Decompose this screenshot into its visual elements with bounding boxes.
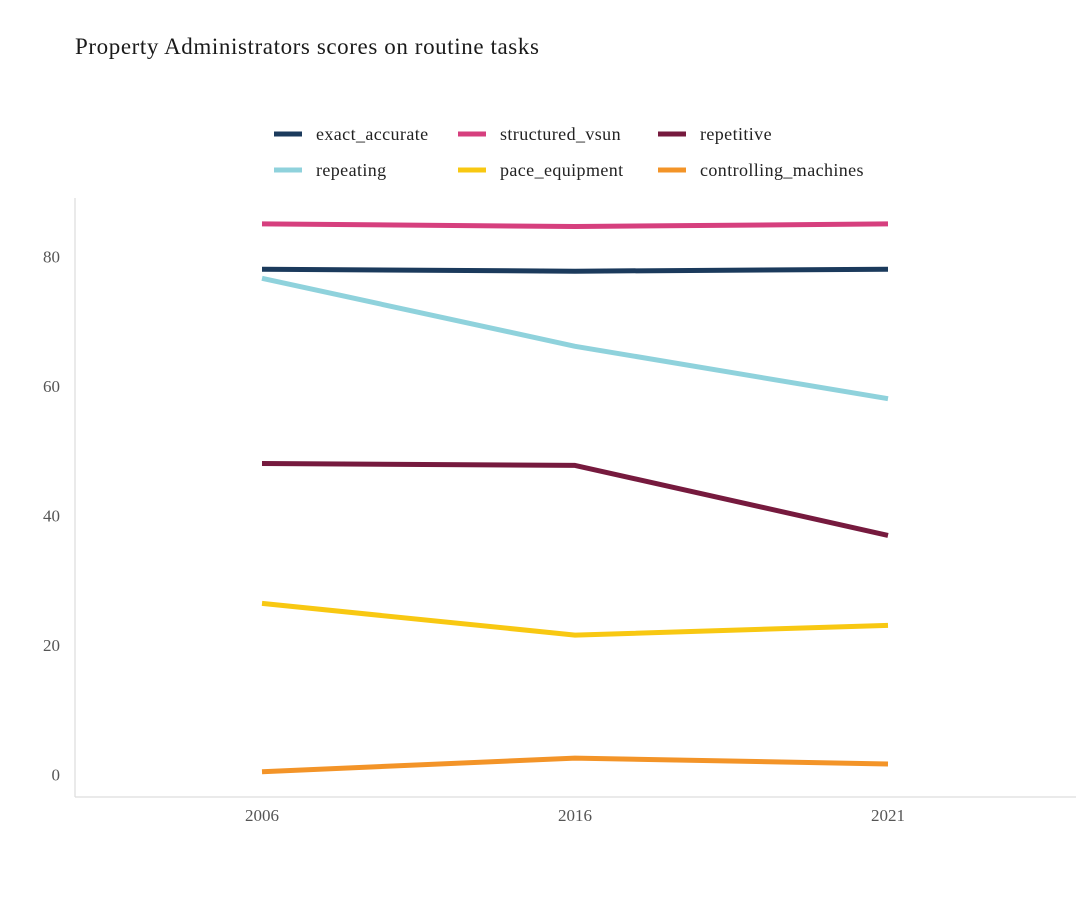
axes — [74, 198, 1076, 798]
y-tick-label: 80 — [43, 247, 60, 266]
y-tick-label: 0 — [52, 765, 61, 784]
legend-label: exact_accurate — [316, 124, 429, 144]
legend-label: pace_equipment — [500, 160, 624, 180]
legend-label: repetitive — [700, 124, 772, 144]
series-line-controlling-machines — [261, 755, 889, 775]
series-line-exact-accurate — [261, 266, 889, 274]
x-tick-label: 2021 — [871, 806, 905, 825]
x-tick-labels: 2006 2016 2021 — [245, 806, 905, 825]
legend-label: repeating — [316, 160, 387, 180]
y-tick-label: 60 — [43, 377, 60, 396]
y-tick-label: 20 — [43, 636, 60, 655]
series-lines — [261, 221, 889, 775]
series-line-repeating — [261, 275, 889, 402]
series-line-pace-equipment — [261, 600, 889, 638]
x-tick-label: 2006 — [245, 806, 279, 825]
legend-label: controlling_machines — [700, 160, 864, 180]
y-tick-labels: 0 20 40 60 80 — [43, 247, 60, 784]
chart-title: Property Administrators scores on routin… — [75, 34, 540, 59]
legend: exact_accurate structured_vsun repetitive r… — [274, 124, 864, 180]
legend-label: structured_vsun — [500, 124, 621, 144]
x-tick-label: 2016 — [558, 806, 592, 825]
series-line-repetitive — [261, 461, 889, 538]
y-tick-label: 40 — [43, 506, 60, 525]
series-line-structured-vsun — [261, 221, 889, 229]
